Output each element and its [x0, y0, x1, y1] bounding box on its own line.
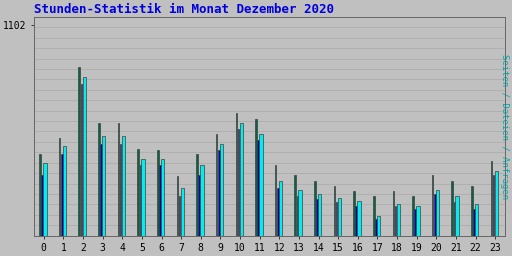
Bar: [416, 206, 419, 256]
Bar: [434, 194, 436, 256]
Bar: [452, 182, 453, 256]
Bar: [377, 216, 380, 256]
Bar: [471, 186, 473, 256]
Bar: [432, 175, 433, 256]
Bar: [296, 196, 298, 256]
Bar: [141, 158, 145, 256]
Bar: [78, 67, 80, 256]
Bar: [393, 191, 394, 256]
Bar: [137, 149, 139, 256]
Bar: [59, 138, 60, 256]
Bar: [216, 134, 218, 256]
Bar: [177, 176, 178, 256]
Bar: [122, 136, 125, 256]
Bar: [338, 198, 341, 256]
Bar: [200, 165, 204, 256]
Bar: [314, 182, 315, 256]
Bar: [275, 165, 276, 256]
Bar: [41, 175, 43, 256]
Bar: [279, 182, 282, 256]
Bar: [181, 188, 184, 256]
Bar: [102, 136, 105, 256]
Bar: [39, 154, 41, 256]
Bar: [140, 165, 141, 256]
Bar: [157, 150, 159, 256]
Bar: [414, 209, 416, 256]
Bar: [436, 190, 439, 256]
Bar: [63, 146, 66, 256]
Bar: [277, 188, 279, 256]
Bar: [179, 196, 180, 256]
Bar: [336, 202, 337, 256]
Bar: [375, 219, 377, 256]
Bar: [161, 158, 164, 256]
Bar: [357, 201, 360, 256]
Bar: [80, 83, 82, 256]
Bar: [355, 206, 357, 256]
Bar: [490, 161, 493, 256]
Bar: [218, 150, 220, 256]
Bar: [353, 191, 355, 256]
Bar: [298, 190, 302, 256]
Bar: [334, 186, 335, 256]
Bar: [118, 123, 119, 256]
Bar: [98, 123, 100, 256]
Bar: [493, 175, 495, 256]
Bar: [412, 196, 414, 256]
Bar: [473, 209, 475, 256]
Bar: [475, 204, 478, 256]
Bar: [294, 175, 296, 256]
Bar: [82, 77, 86, 256]
Bar: [43, 163, 47, 256]
Bar: [196, 154, 198, 256]
Bar: [495, 171, 498, 256]
Bar: [255, 119, 257, 256]
Bar: [316, 199, 318, 256]
Bar: [240, 123, 243, 256]
Bar: [238, 129, 239, 256]
Bar: [159, 165, 161, 256]
Bar: [236, 113, 237, 256]
Bar: [100, 144, 102, 256]
Bar: [395, 206, 396, 256]
Bar: [259, 134, 263, 256]
Bar: [454, 202, 455, 256]
Bar: [397, 204, 400, 256]
Bar: [220, 144, 223, 256]
Y-axis label: Seiten / Dateien / Anfragen: Seiten / Dateien / Anfragen: [500, 54, 509, 199]
Bar: [199, 175, 200, 256]
Bar: [120, 144, 121, 256]
Bar: [373, 196, 374, 256]
Bar: [258, 140, 259, 256]
Text: Stunden-Statistik im Monat Dezember 2020: Stunden-Statistik im Monat Dezember 2020: [34, 3, 334, 16]
Bar: [318, 194, 322, 256]
Bar: [456, 196, 459, 256]
Bar: [61, 154, 62, 256]
